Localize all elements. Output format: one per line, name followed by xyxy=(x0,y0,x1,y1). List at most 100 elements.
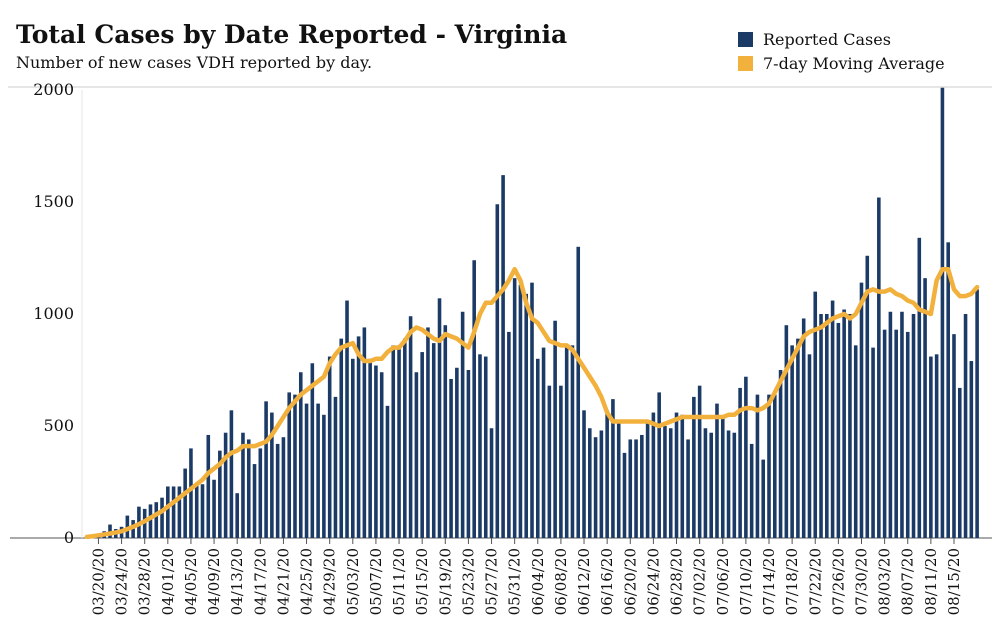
bar xyxy=(905,331,910,538)
bar xyxy=(715,403,719,538)
bar xyxy=(258,448,263,538)
x-tick-label: 08/11/20 xyxy=(922,548,940,615)
y-tick-label: 500 xyxy=(43,416,74,435)
bar xyxy=(720,417,725,538)
x-tick-label: 06/16/20 xyxy=(598,548,616,615)
bar xyxy=(882,329,887,538)
bar xyxy=(374,365,378,538)
bar xyxy=(379,372,384,538)
legend-swatch-bar xyxy=(738,31,753,47)
bar xyxy=(761,459,766,538)
bar xyxy=(547,385,552,538)
bar xyxy=(680,414,685,538)
chart-subtitle: Number of new cases VDH reported by day. xyxy=(16,53,373,72)
bar xyxy=(512,278,517,538)
bar xyxy=(171,486,176,538)
bar xyxy=(674,412,679,538)
bar xyxy=(327,356,332,538)
bar xyxy=(697,385,702,538)
bar xyxy=(397,345,401,538)
x-tick-label: 08/03/20 xyxy=(876,548,894,615)
x-tick-label: 05/15/20 xyxy=(413,548,431,615)
x-tick-label: 07/22/20 xyxy=(806,548,824,615)
bar xyxy=(894,329,898,538)
bar xyxy=(611,399,615,538)
bar xyxy=(663,426,667,538)
bar xyxy=(298,372,303,538)
bar xyxy=(408,316,413,538)
bar xyxy=(530,282,534,538)
bar xyxy=(790,345,794,538)
chart-title: Total Cases by Date Reported - Virginia xyxy=(16,20,568,49)
bar xyxy=(275,443,280,538)
bar xyxy=(929,356,933,538)
bar xyxy=(443,325,448,538)
bar xyxy=(455,367,459,538)
bar xyxy=(293,394,297,538)
x-tick-label: 04/21/20 xyxy=(274,548,292,615)
x-tick-label: 05/03/20 xyxy=(344,548,362,615)
bar xyxy=(501,175,505,538)
bar xyxy=(686,439,690,538)
bar xyxy=(634,439,638,538)
y-tick-label: 0 xyxy=(64,528,74,547)
bar xyxy=(749,443,754,538)
bar xyxy=(483,356,488,538)
bar xyxy=(819,314,823,538)
bar xyxy=(842,309,846,538)
bar xyxy=(403,338,407,538)
bar xyxy=(692,396,696,538)
bar xyxy=(206,434,211,538)
y-tick-label: 2000 xyxy=(33,80,74,99)
x-tick-label: 03/20/20 xyxy=(89,548,107,615)
x-tick-label: 07/06/20 xyxy=(714,548,732,615)
bar xyxy=(738,387,742,538)
bar xyxy=(848,314,852,538)
x-tick-label: 07/10/20 xyxy=(737,548,755,615)
bar xyxy=(385,405,390,538)
x-tick-label: 03/28/20 xyxy=(136,548,154,615)
bar xyxy=(235,493,239,538)
bar xyxy=(200,484,205,538)
bar xyxy=(616,421,621,538)
bar xyxy=(640,434,644,538)
bar xyxy=(651,412,656,538)
bar xyxy=(478,354,482,538)
bar xyxy=(940,87,945,538)
bar xyxy=(351,358,355,538)
bar xyxy=(189,448,193,538)
bar xyxy=(709,432,713,538)
bar xyxy=(154,502,159,538)
bar xyxy=(784,325,789,538)
x-tick-label: 08/15/20 xyxy=(945,548,963,615)
bar xyxy=(871,347,875,538)
bar xyxy=(628,439,633,538)
x-tick-label: 04/29/20 xyxy=(321,548,339,615)
bar xyxy=(969,361,974,538)
bar xyxy=(830,300,835,538)
line-series xyxy=(84,266,980,540)
bar xyxy=(900,311,904,538)
bar xyxy=(414,372,419,538)
bar xyxy=(281,437,286,538)
bar xyxy=(183,468,187,538)
bar xyxy=(212,479,216,538)
bar xyxy=(252,464,257,538)
x-tick-label: 04/09/20 xyxy=(205,548,223,615)
x-tick-label: 05/19/20 xyxy=(436,548,454,615)
x-tick-label: 07/14/20 xyxy=(760,548,778,615)
bar xyxy=(489,428,494,538)
legend-item-reported-cases: Reported Cases xyxy=(738,27,945,51)
x-tick-label: 06/24/20 xyxy=(644,548,662,615)
bar xyxy=(599,430,604,538)
bar xyxy=(541,347,546,538)
x-tick-label: 07/02/20 xyxy=(691,548,709,615)
bar xyxy=(535,358,540,538)
bar xyxy=(588,428,592,538)
legend: Reported Cases 7-day Moving Average xyxy=(738,27,945,75)
bar xyxy=(726,430,731,538)
x-tick-label: 05/31/20 xyxy=(506,548,524,615)
legend-item-moving-average: 7-day Moving Average xyxy=(738,51,945,75)
y-tick-label: 1500 xyxy=(33,192,74,211)
